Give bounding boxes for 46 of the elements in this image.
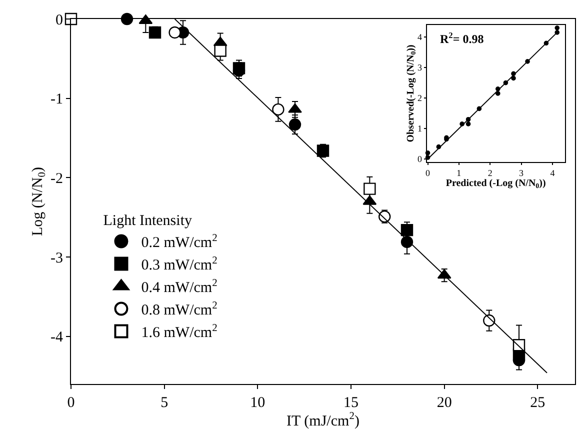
- y-tick-label: -3: [50, 250, 63, 266]
- y-tick-label: 3: [418, 62, 423, 73]
- x-tick-label: 5: [160, 395, 168, 411]
- y-tick-label: 4: [418, 32, 423, 42]
- point: [232, 62, 246, 74]
- x-tick-label: 1: [456, 168, 462, 178]
- point: [288, 103, 302, 113]
- y-tick-label: -1: [50, 92, 63, 108]
- x-tick-label: 0: [426, 168, 431, 178]
- y-tick-label: 1: [418, 124, 422, 134]
- point: [288, 118, 302, 131]
- legend-label: 0.4 mW/cm$^{2}$: [141, 278, 218, 296]
- point: [495, 91, 500, 96]
- point: [148, 26, 162, 39]
- legend-label: 0.3 mW/cm$^{2}$: [141, 255, 218, 274]
- point: [272, 103, 284, 116]
- point: [466, 122, 471, 126]
- point: [364, 182, 376, 195]
- x-tick-label: 2: [488, 168, 492, 178]
- x-tick-label: 10: [250, 395, 266, 411]
- x-tick-label: 3: [519, 168, 524, 178]
- x-axis-title: IT (mJ/cm$^{2}$): [286, 411, 360, 430]
- x-tick-label: 20: [436, 395, 452, 411]
- legend-label: 0.8 mW/cm$^{2}$: [141, 300, 218, 319]
- y-tick-label: -2: [50, 170, 63, 187]
- legend-title: Light Intensity: [103, 213, 192, 229]
- point: [316, 144, 330, 157]
- y-tick-label: 0: [56, 12, 63, 28]
- y-tick-label: -4: [50, 330, 64, 346]
- legend-label: 1.6 mW/cm$^{2}$: [141, 322, 218, 342]
- point: [120, 12, 134, 26]
- x-axis-title: Predicted (-Log (N/N$_{0}$)): [446, 178, 546, 190]
- point: [214, 44, 226, 57]
- point: [64, 12, 78, 26]
- point: [400, 224, 414, 236]
- x-tick-label: 4: [550, 168, 556, 178]
- x-tick-label: 0: [67, 395, 75, 411]
- x-tick-label: 15: [344, 395, 358, 411]
- y-tick-label: 2: [418, 93, 422, 104]
- y-tick-label: 0: [418, 154, 423, 164]
- legend-label: 0.2 mW/cm$^{2}$: [141, 232, 218, 252]
- x-tick-label: 25: [530, 395, 546, 411]
- point: [168, 26, 181, 39]
- point: [511, 76, 516, 81]
- annotation: R$^{2}$= 0.98: [440, 31, 484, 46]
- point: [554, 25, 560, 30]
